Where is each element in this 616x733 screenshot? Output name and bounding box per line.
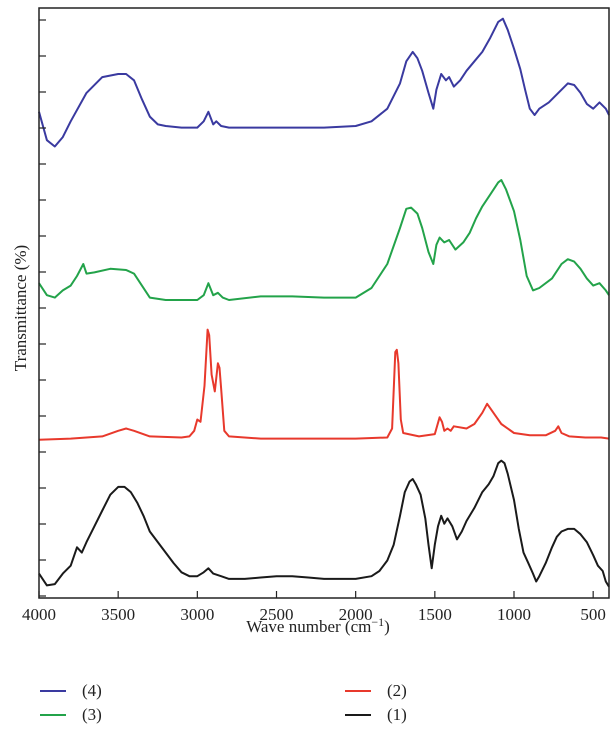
- legend-swatch: [345, 714, 371, 716]
- legend-label: (1): [387, 705, 407, 724]
- x-tick-label: 500: [580, 605, 606, 624]
- plot-border: [38, 7, 610, 599]
- x-tick-label: 2500: [260, 605, 294, 624]
- plot-frame: [38, 7, 610, 599]
- legend-label: (4): [82, 681, 102, 700]
- legend-item-1: (1): [345, 705, 407, 725]
- x-tick-label: 1000: [497, 605, 531, 624]
- x-tick-label: 2000: [339, 605, 373, 624]
- x-axis-label: Wave number (cm−1): [246, 615, 390, 636]
- series-line-3: [38, 179, 610, 301]
- x-tick-marks: [38, 591, 594, 598]
- legend-swatch: [40, 714, 66, 716]
- legend-swatch: [40, 690, 66, 692]
- legend-label: (3): [82, 705, 102, 724]
- x-tick-label: 3000: [180, 605, 214, 624]
- series-line-2: [38, 328, 610, 441]
- x-tick-labels: 4000 3500 3000 2500 2000 1500 1000 500: [22, 605, 606, 624]
- series-layer: [38, 17, 610, 588]
- series-line-1: [38, 459, 610, 588]
- legend-item-3: (3): [40, 705, 102, 725]
- legend-item-4: (4): [40, 681, 102, 701]
- ftir-chart: 4000 3500 3000 2500 2000 1500 1000 500 Wave num…: [11, 7, 610, 636]
- legend-item-2: (2): [345, 681, 407, 701]
- x-tick-label: 3500: [101, 605, 135, 624]
- legend: (4) (2) (3) (1): [0, 673, 616, 733]
- y-tick-marks: [39, 19, 46, 597]
- y-axis-label: Transmittance (%): [11, 245, 30, 371]
- legend-label: (2): [387, 681, 407, 700]
- legend-swatch: [345, 690, 371, 692]
- x-tick-label: 1500: [418, 605, 452, 624]
- series-line-4: [38, 17, 610, 148]
- x-tick-label: 4000: [22, 605, 56, 624]
